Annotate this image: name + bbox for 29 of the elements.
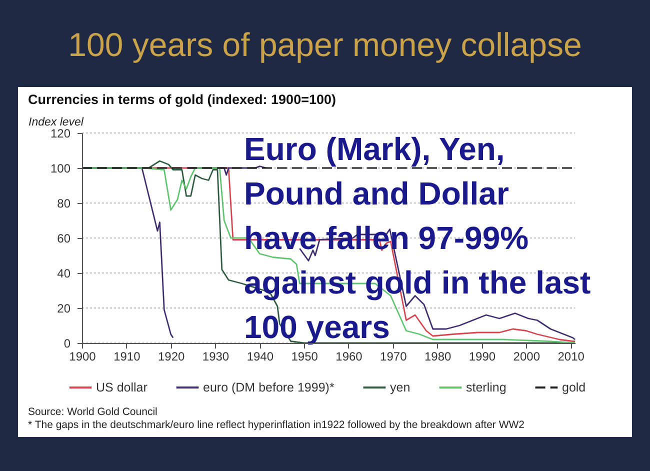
x-tick-label: 1980 (424, 350, 452, 364)
x-tick-label: 2010 (558, 350, 585, 364)
legend-label: euro (DM before 1999)* (203, 380, 334, 394)
y-tick-label: 80 (57, 196, 71, 210)
x-tick-label: 2000 (513, 350, 540, 364)
source-note: Source: World Gold Council (28, 406, 158, 418)
chart-title: 100 years of paper money collapse (68, 26, 582, 63)
y-tick-label: 120 (50, 126, 71, 140)
x-tick-label: 1940 (246, 350, 274, 364)
x-tick-label: 1950 (291, 350, 318, 364)
text: * The gaps in the deutschmark/euro line reflect hyperinflation in1922 followed by the breakdown after WW2 (28, 419, 525, 431)
y-tick-label: 40 (57, 266, 71, 280)
y-tick-label: 60 (57, 232, 71, 246)
y-tick-label: 0 (64, 336, 71, 350)
legend-label: US dollar (96, 380, 148, 394)
x-tick-label: 1900 (69, 350, 96, 364)
legend-label: yen (390, 380, 410, 394)
y-tick-label: 20 (57, 302, 71, 316)
chart-subtitle: Currencies in terms of gold (indexed: 1900=100) (28, 92, 336, 107)
x-tick-label: 1970 (380, 350, 408, 364)
x-tick-label: 1910 (114, 350, 141, 364)
x-tick-label: 1990 (468, 350, 496, 364)
legend-label: sterling (466, 380, 506, 394)
x-tick-label: 1920 (158, 350, 185, 364)
x-tick-label: 1930 (202, 350, 230, 364)
x-tick-label: 1960 (336, 350, 363, 364)
legend-label: gold (562, 380, 586, 394)
y-axis-title: Index level (28, 116, 84, 128)
y-tick-label: 100 (50, 162, 71, 176)
